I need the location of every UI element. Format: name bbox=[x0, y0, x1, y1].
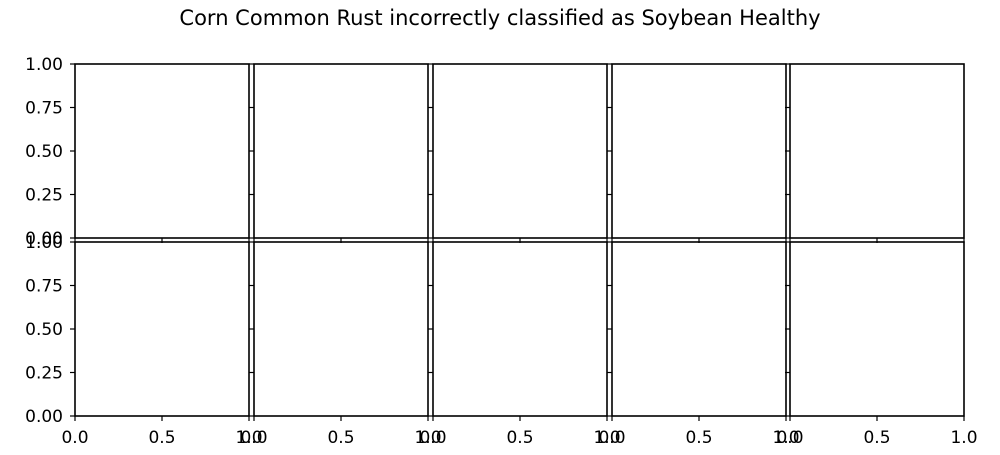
x-tick-label: 0.5 bbox=[506, 428, 533, 448]
x-tick-label: 1.0 bbox=[950, 428, 977, 448]
subplot-r2-c1: 0.0 0.5 1.0 0.00 0.25 0.50 0.75 1.00 bbox=[25, 233, 262, 448]
subplot-r2-c4: 0.0 0.5 1.0 bbox=[598, 241, 800, 448]
y-tick-label: 0.25 bbox=[25, 364, 63, 384]
y-tick-label: 0.50 bbox=[25, 142, 63, 162]
x-tick-label: 0.5 bbox=[148, 428, 175, 448]
x-tick-label: 0.0 bbox=[240, 428, 267, 448]
x-tick-label: 0.0 bbox=[776, 428, 803, 448]
y-tick-label: 0.75 bbox=[25, 99, 63, 119]
y-tick-label: 1.00 bbox=[25, 55, 63, 75]
y-tick-label: 0.00 bbox=[25, 407, 63, 427]
x-tick-label: 1.0 bbox=[235, 428, 262, 448]
x-tick-label: 0.0 bbox=[61, 428, 88, 448]
x-tick-label: 0.5 bbox=[863, 428, 890, 448]
y-tick-label: 0.75 bbox=[25, 277, 63, 297]
subplot-r2-c3: 0.0 0.5 1.0 bbox=[419, 241, 621, 448]
subplot-r1-c1: 0.00 0.25 0.50 0.75 1.00 bbox=[25, 55, 250, 249]
y-tick-label: 0.25 bbox=[25, 186, 63, 206]
chart-title: Corn Common Rust incorrectly classified … bbox=[179, 6, 820, 30]
y-tick-label: 1.00 bbox=[25, 233, 63, 253]
subplot-r2-c5: 0.0 0.5 1.0 bbox=[776, 241, 978, 448]
y-tick-label: 0.50 bbox=[25, 320, 63, 340]
x-tick-label: 1.0 bbox=[772, 428, 799, 448]
axes-layer: 0.00 0.25 0.50 0.75 1.00 0.0 0.5 1.0 0.00 0.25 0.5… bbox=[25, 55, 977, 448]
x-tick-label: 1.0 bbox=[414, 428, 441, 448]
subplot-r1-c5 bbox=[785, 63, 965, 243]
x-tick-label: 0.5 bbox=[327, 428, 354, 448]
x-tick-label: 1.0 bbox=[593, 428, 620, 448]
x-tick-label: 0.0 bbox=[598, 428, 625, 448]
x-tick-label: 0.0 bbox=[419, 428, 446, 448]
x-tick-label: 0.5 bbox=[685, 428, 712, 448]
y-tick-label: 0.00 bbox=[25, 229, 63, 249]
